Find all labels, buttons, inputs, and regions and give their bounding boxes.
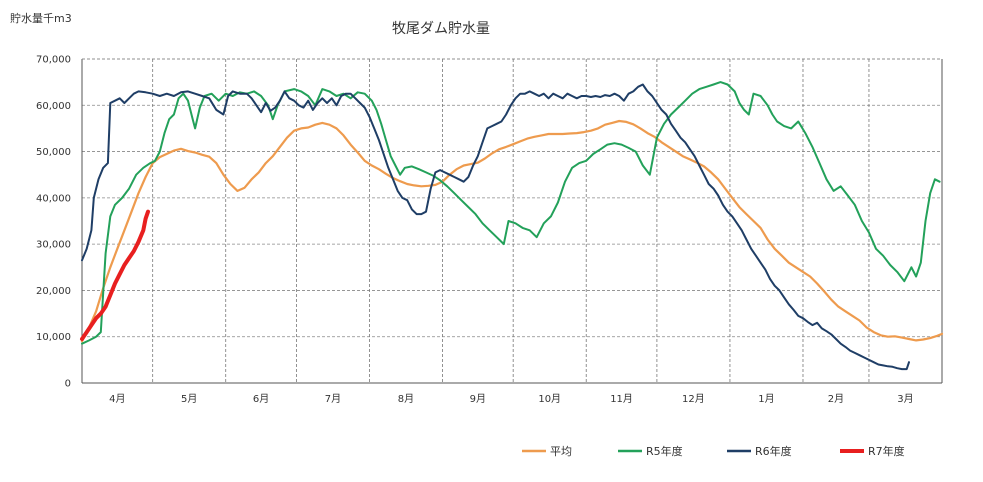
- axes: 0 10,000 20,000 30,000 40,000 50,000 60,000 70,…: [36, 55, 943, 405]
- x-tick-label: 11月: [610, 393, 633, 405]
- y-tick-label: 50,000: [36, 147, 71, 158]
- x-tick-label: 4月: [109, 393, 125, 405]
- legend-label: R7年度: [868, 444, 905, 458]
- y-tick-label: 0: [65, 379, 71, 390]
- chart-title: 牧尾ダム貯水量: [392, 21, 490, 37]
- x-tick-label: 6月: [253, 393, 269, 405]
- x-tick-label: 10月: [538, 393, 561, 405]
- x-tick-label: 2月: [828, 393, 844, 405]
- y-tick-label: 10,000: [36, 332, 71, 343]
- x-tick-label: 1月: [758, 393, 774, 405]
- legend: 平均 R5年度 R6年度 R7年度: [522, 444, 905, 458]
- grid: [82, 58, 942, 383]
- x-tick-label: 3月: [897, 393, 913, 405]
- y-tick-label: 60,000: [36, 101, 71, 112]
- y-tick-label: 30,000: [36, 240, 71, 251]
- series-line-2: [81, 81, 941, 345]
- x-tick-label: 12月: [682, 393, 705, 405]
- y-tick-label: 20,000: [36, 286, 71, 297]
- series-lines: [80, 81, 944, 371]
- x-tick-label: 7月: [325, 393, 341, 405]
- y-tick-label: 40,000: [36, 193, 71, 204]
- x-tick-label: 5月: [181, 393, 197, 405]
- legend-label: R5年度: [646, 444, 683, 458]
- series-line-3: [81, 83, 910, 371]
- y-axis-unit-label: 貯水量千m3: [10, 12, 72, 25]
- x-tick-label: 8月: [398, 393, 414, 405]
- series-line-4: [80, 209, 150, 341]
- legend-label: R6年度: [755, 444, 792, 458]
- y-tick-label: 70,000: [36, 55, 71, 66]
- legend-label: 平均: [550, 445, 572, 458]
- x-tick-label: 9月: [470, 393, 486, 405]
- series-line-1: [80, 119, 944, 343]
